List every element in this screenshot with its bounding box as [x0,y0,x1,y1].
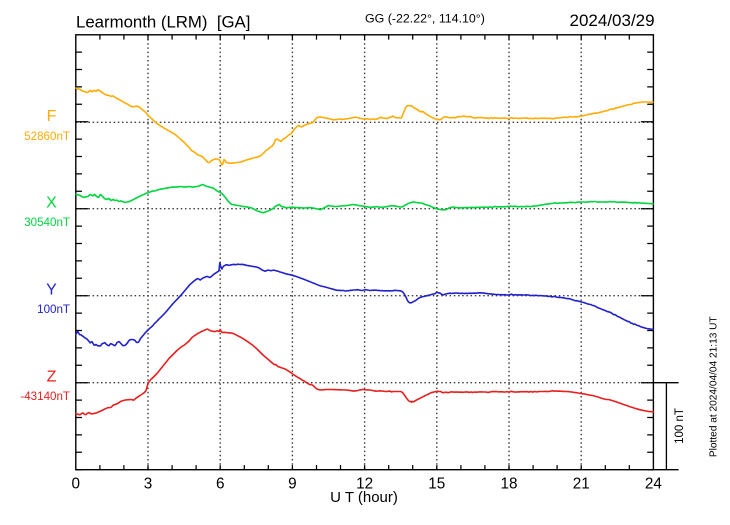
svg-text:6: 6 [216,476,225,493]
svg-text:24: 24 [645,476,663,493]
svg-text:18: 18 [500,476,517,493]
svg-text:12: 12 [356,476,373,493]
svg-text:-43140nT: -43140nT [20,390,70,403]
svg-text:100 nT: 100 nT [674,408,686,444]
svg-text:Y: Y [46,281,57,298]
svg-text:Z: Z [47,368,57,385]
svg-text:9: 9 [288,476,297,493]
svg-text:0: 0 [72,476,81,493]
svg-text:30540nT: 30540nT [24,216,70,229]
svg-text:Plotted at 2024/04/04 21:13 UT: Plotted at 2024/04/04 21:13 UT [708,316,719,457]
svg-text:52860nT: 52860nT [24,130,70,143]
svg-text:Learmonth (LRM) [GA]: Learmonth (LRM) [GA] [76,12,250,31]
svg-text:F: F [47,108,57,125]
svg-text:3: 3 [144,476,153,493]
svg-text:100nT: 100nT [37,303,70,316]
svg-text:U T (hour): U T (hour) [330,489,398,506]
svg-text:21: 21 [573,476,590,493]
svg-text:GG (-22.22°, 114.10°): GG (-22.22°, 114.10°) [365,12,485,26]
svg-text:15: 15 [428,476,445,493]
svg-text:X: X [46,194,57,211]
svg-text:2024/03/29: 2024/03/29 [570,11,655,30]
